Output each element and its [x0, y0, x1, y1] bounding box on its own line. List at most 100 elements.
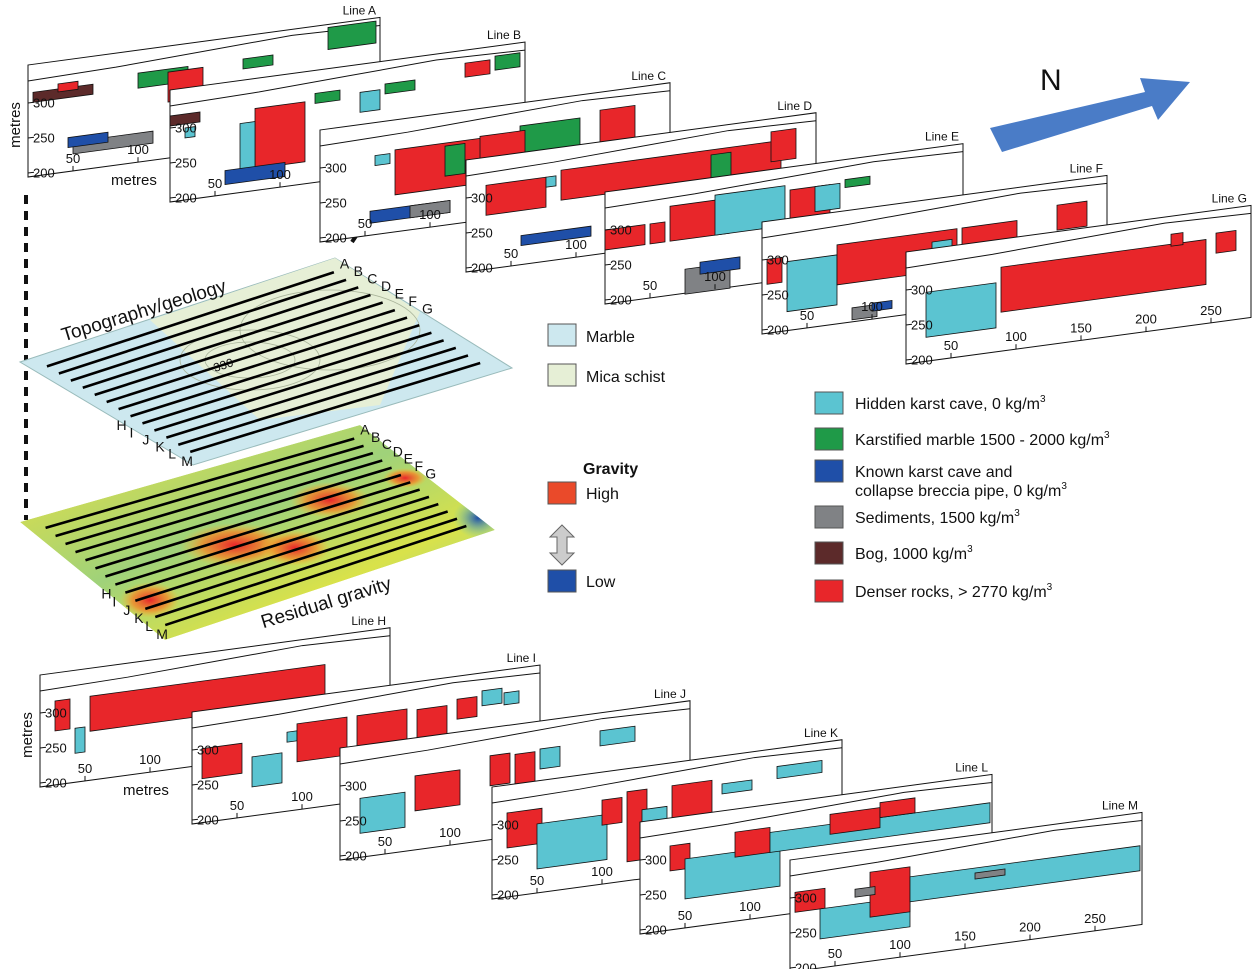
y-tick-label: 200 [610, 293, 632, 308]
x-tick-label: 100 [704, 269, 726, 284]
x-tick-label: 200 [1135, 312, 1157, 327]
north-arrow [990, 78, 1190, 152]
geology-body [546, 176, 556, 187]
y-tick-label: 200 [795, 961, 817, 969]
line-label: A [360, 422, 370, 438]
legend-label: Known karst cave and [855, 464, 1012, 481]
profile-label: Line G [1212, 191, 1247, 205]
legend-label: Denser rocks, > 2770 kg/m3 [855, 582, 1053, 601]
gravity-map [20, 425, 503, 640]
y-tick-label: 300 [197, 743, 219, 758]
geology-body [1057, 201, 1087, 230]
line-label: D [393, 443, 403, 459]
x-tick-label: 50 [530, 873, 544, 888]
profile-label: Line F [1070, 161, 1103, 175]
geology-body [602, 797, 622, 825]
line-label: M [181, 453, 193, 469]
line-label: I [129, 424, 133, 440]
y-tick-label: 250 [325, 196, 347, 211]
x-tick-label: 50 [378, 834, 392, 849]
y-tick-label: 300 [767, 253, 789, 268]
profile-label: Line C [631, 69, 666, 83]
x-axis-label: metres [111, 172, 157, 189]
geology-body [1171, 233, 1183, 247]
geology-body [771, 128, 796, 161]
mica-swatch [548, 364, 576, 386]
y-tick-label: 250 [471, 226, 493, 241]
figure: N 330 Marble Mica schist Gravity High Lo… [0, 0, 1258, 969]
marble-swatch [548, 324, 576, 346]
y-tick-label: 250 [175, 156, 197, 171]
high-swatch [548, 482, 576, 504]
legend-label: Hidden karst cave, 0 kg/m3 [855, 394, 1046, 413]
y-tick-label: 300 [175, 121, 197, 136]
line-label: H [117, 417, 127, 433]
y-axis-label: metres [19, 712, 36, 758]
legend-label: Marble [586, 329, 635, 346]
geology-body [495, 53, 520, 70]
line-label: A [340, 255, 350, 271]
legend-swatch [815, 392, 843, 414]
gravity-legend-title: Gravity [583, 461, 638, 478]
y-tick-label: 250 [645, 888, 667, 903]
legend-swatch [815, 460, 843, 482]
y-tick-label: 200 [33, 166, 55, 181]
x-tick-label: 50 [678, 908, 692, 923]
x-tick-label: 100 [291, 789, 313, 804]
geology-body [787, 255, 837, 312]
y-tick-label: 250 [45, 741, 67, 756]
y-tick-label: 250 [610, 258, 632, 273]
line-label: G [425, 465, 436, 481]
x-tick-label: 50 [828, 946, 842, 961]
line-label: D [381, 278, 391, 294]
superscript: 3 [1047, 582, 1053, 593]
y-tick-label: 300 [325, 161, 347, 176]
line-label: L [168, 446, 176, 462]
x-tick-label: 50 [78, 761, 92, 776]
y-tick-label: 300 [645, 853, 667, 868]
x-tick-label: 250 [1200, 303, 1222, 318]
y-tick-label: 200 [325, 231, 347, 246]
x-tick-label: 100 [419, 207, 441, 222]
y-axis-label: metres [7, 102, 24, 148]
line-label: M [156, 626, 168, 642]
line-label: B [371, 429, 380, 445]
geology-body [735, 827, 770, 857]
x-tick-label: 100 [439, 825, 461, 840]
geology-body [457, 697, 477, 720]
geology-body [926, 283, 996, 337]
y-tick-label: 250 [911, 318, 933, 333]
north-label: N [1040, 64, 1062, 97]
geology-body [815, 183, 840, 211]
geology-body [240, 122, 255, 174]
x-axis-label: metres [123, 782, 169, 799]
y-tick-label: 250 [795, 926, 817, 941]
y-tick-label: 300 [33, 96, 55, 111]
geology-body [287, 731, 297, 742]
profile-label: Line B [487, 28, 521, 42]
legend-label: collapse breccia pipe, 0 kg/m3 [855, 481, 1067, 500]
legend-label: Karstified marble 1500 - 2000 kg/m3 [855, 430, 1110, 449]
gravity-high-label: High [586, 486, 619, 503]
legend-swatch [815, 506, 843, 528]
profile-label: Line H [351, 614, 386, 628]
y-tick-label: 200 [175, 191, 197, 206]
y-tick-label: 200 [471, 261, 493, 276]
y-tick-label: 300 [45, 706, 67, 721]
geology-body [465, 60, 490, 77]
legend-swatch [815, 580, 843, 602]
line-label: B [354, 263, 363, 279]
geology-body [375, 154, 390, 166]
profile-label: Line A [343, 3, 376, 17]
y-tick-label: 300 [795, 891, 817, 906]
profile-label: Line K [804, 726, 838, 740]
x-tick-label: 100 [565, 237, 587, 252]
geology-body [360, 792, 405, 833]
x-tick-label: 250 [1084, 911, 1106, 926]
legend-swatch [815, 542, 843, 564]
x-tick-label: 100 [1005, 329, 1027, 344]
y-tick-label: 200 [911, 353, 933, 368]
profile-label: Line M [1102, 798, 1138, 812]
line-label: I [112, 594, 116, 610]
x-tick-label: 50 [230, 798, 244, 813]
